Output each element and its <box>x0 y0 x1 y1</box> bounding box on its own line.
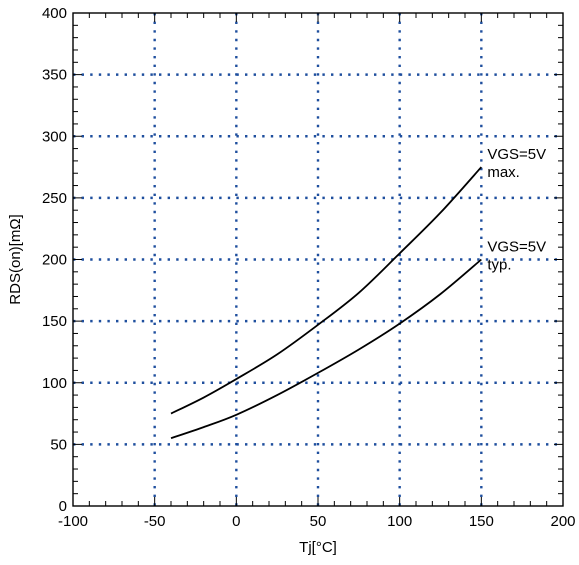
x-axis-title: Tj[°C] <box>299 539 337 556</box>
series-line-0 <box>170 166 483 415</box>
series-label-line2: max. <box>487 164 520 181</box>
x-tick-label: 100 <box>387 513 412 530</box>
tick-labels: -100 -50 0 50 100 150 200 0 50 100 150 200 250 300 350… <box>42 5 576 530</box>
y-tick-label: 350 <box>42 67 67 84</box>
x-tick-label: 150 <box>469 513 494 530</box>
y-tick-label: 250 <box>42 190 67 207</box>
x-tick-label: 0 <box>232 513 240 530</box>
y-tick-label: 100 <box>42 375 67 392</box>
x-tick-label: -50 <box>144 513 166 530</box>
series-label-line1: VGS=5V <box>487 239 546 256</box>
y-tick-label: 0 <box>59 498 67 515</box>
x-tick-label: -100 <box>58 513 88 530</box>
y-tick-label: 300 <box>42 128 67 145</box>
x-tick-label: 50 <box>310 513 327 530</box>
y-tick-label: 50 <box>50 436 67 453</box>
plot-frame <box>72 12 564 507</box>
y-tick-label: 400 <box>42 5 67 22</box>
y-axis-title: RDS(on)[mΩ] <box>7 214 24 304</box>
y-tick-label: 150 <box>42 313 67 330</box>
series-line-1 <box>170 258 482 440</box>
y-tick-label: 200 <box>42 252 67 269</box>
x-tick-label: 200 <box>550 513 575 530</box>
series-label-line2: typ. <box>487 257 511 274</box>
series-label-line1: VGS=5V <box>487 146 546 163</box>
series-group <box>170 166 483 440</box>
